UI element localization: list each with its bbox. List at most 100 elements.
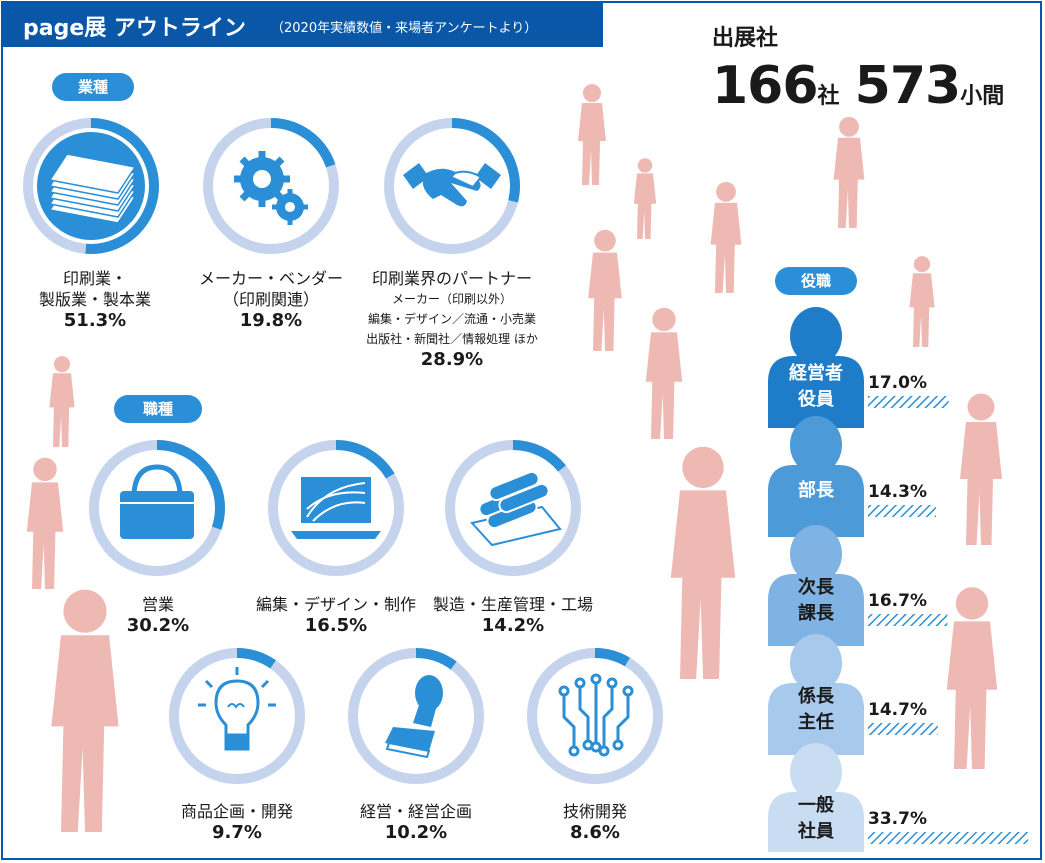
industry-label-partner: 印刷業界のパートナー メーカー（印刷以外） 編集・デザイン／流通・小売業 出版社… [352,268,552,370]
job-percent: 14.2% [481,615,545,636]
job-percent: 16.5% [304,615,368,636]
industry-percent: 51.3% [63,310,127,331]
position-hatch-bar [868,723,938,735]
job-label: 経営・経営企画 [359,802,472,821]
industry-heading: 業種 [52,73,134,101]
ring-job-management [348,648,484,784]
ring-value-arc [23,118,159,254]
ring-industry-partner [384,118,520,254]
job-label-management: 経営・経営企画 10.2% [326,801,506,843]
lightbulb-icon [198,667,276,751]
industry-label-line1: 印刷業・ [62,269,127,288]
exhibitor-company-count: 166 [712,56,819,116]
exhibitor-booth-unit: 小間 [960,84,1005,109]
position-label-section-chief: 次長 課長 [768,575,864,627]
ring-value-arc [348,648,484,784]
industry-label-sub2: 編集・デザイン／流通・小売業 [367,312,536,326]
job-label-planning: 商品企画・開発 9.7% [146,801,328,843]
ring-value-arc [203,118,339,254]
industry-label-sub3: 出版社・新聞社／情報処理 ほか [366,332,538,346]
bust-department-head [768,416,864,537]
ring-value-arc [89,440,225,576]
ring-job-editorial [268,440,404,576]
gears-icon [234,151,308,225]
position-label-department-head: 部長 [768,478,864,504]
ring-value-arc [527,648,663,784]
exhibitor-booth-count: 573 [854,56,962,116]
stamp-icon [385,675,443,759]
industry-label-printing: 印刷業・ 製版業・製本業 51.3% [20,268,170,331]
job-percent: 30.2% [126,615,190,636]
bust-supervisor [768,634,864,755]
exhibitor-counts: 166社 573小間 [712,56,1004,116]
handshake-icon [403,163,501,207]
position-label-supervisor: 係長 主任 [768,684,864,736]
job-label-sales: 営業 30.2% [95,594,221,636]
position-hatch-bar [868,832,1029,844]
position-hatch-bar [868,614,948,626]
job-percent: 8.6% [570,822,620,843]
position-hatch-bar [868,396,949,408]
position-line1: 係長 [798,686,834,707]
industry-label-line2: 製版業・製本業 [38,290,151,309]
ring-industry-printing [23,118,159,254]
position-line2: 課長 [798,603,834,624]
position-line1: 部長 [798,480,834,501]
bust-section-chief [768,525,864,646]
job-label-editorial: 編集・デザイン・制作 16.5% [246,594,426,636]
exhibitor-summary: 出展社 166社 573小間 [712,20,1004,116]
ring-value-arc [169,648,305,784]
position-label-executive: 経営者 役員 [768,361,864,413]
job-label-manufacturing: 製造・生産管理・工場 14.2% [423,594,603,636]
position-label-staff: 一般 社員 [768,793,864,845]
position-heading: 役職 [775,267,857,295]
title-banner: page展 アウトライン （2020年実績数値・来場者アンケートより） [3,3,603,47]
bust-staff [768,743,864,852]
industry-label-sub1: メーカー（印刷以外） [391,292,512,306]
exhibitor-caption: 出展社 [712,26,779,51]
position-percent-section-chief: 16.7% [868,591,927,611]
position-percent-department-head: 14.3% [868,482,927,502]
job-label: 技術開発 [562,802,627,821]
page-subtitle: （2020年実績数値・来場者アンケートより） [271,21,538,36]
job-label: 編集・デザイン・制作 [255,595,416,614]
industry-label-maker: メーカー・ベンダー （印刷関連） 19.8% [186,268,356,331]
position-line1: 一般 [798,795,834,816]
job-label: 製造・生産管理・工場 [432,595,593,614]
paper-stack-icon [48,153,137,224]
ring-value-arc [445,440,581,576]
page-title: page展 アウトライン [23,16,246,41]
job-label-rnd: 技術開発 8.6% [515,801,675,843]
ring-job-planning [169,648,305,784]
job-percent: 10.2% [384,822,448,843]
exhibitor-company-unit: 社 [817,84,840,109]
position-percent-executive: 17.0% [868,373,927,393]
job-percent: 9.7% [212,822,262,843]
job-heading: 職種 [114,395,202,423]
industry-percent: 19.8% [239,310,303,331]
laptop-icon [291,477,381,539]
ring-value-arc [268,440,404,576]
position-hatch-bar [868,505,936,517]
paper-rolls-icon [470,470,562,547]
industry-label-line2: （印刷関連） [222,290,319,309]
position-line1: 経営者 [789,363,843,384]
briefcase-icon [120,464,194,539]
industry-label-line1: 印刷業界のパートナー [371,269,532,288]
job-label: 営業 [141,595,174,614]
bust-executive [768,307,864,428]
position-percent-staff: 33.7% [868,809,927,829]
ring-industry-maker [203,118,339,254]
position-hatch-bars [868,396,1029,844]
industry-percent: 28.9% [420,349,484,370]
position-percent-supervisor: 14.7% [868,700,927,720]
position-line2: 主任 [798,712,834,733]
job-label: 商品企画・開発 [180,802,293,821]
ring-job-rnd [527,648,663,784]
position-line1: 次長 [798,577,834,598]
position-line2: 役員 [798,389,834,410]
industry-label-line1: メーカー・ベンダー [198,269,343,288]
ring-job-sales [89,440,225,576]
